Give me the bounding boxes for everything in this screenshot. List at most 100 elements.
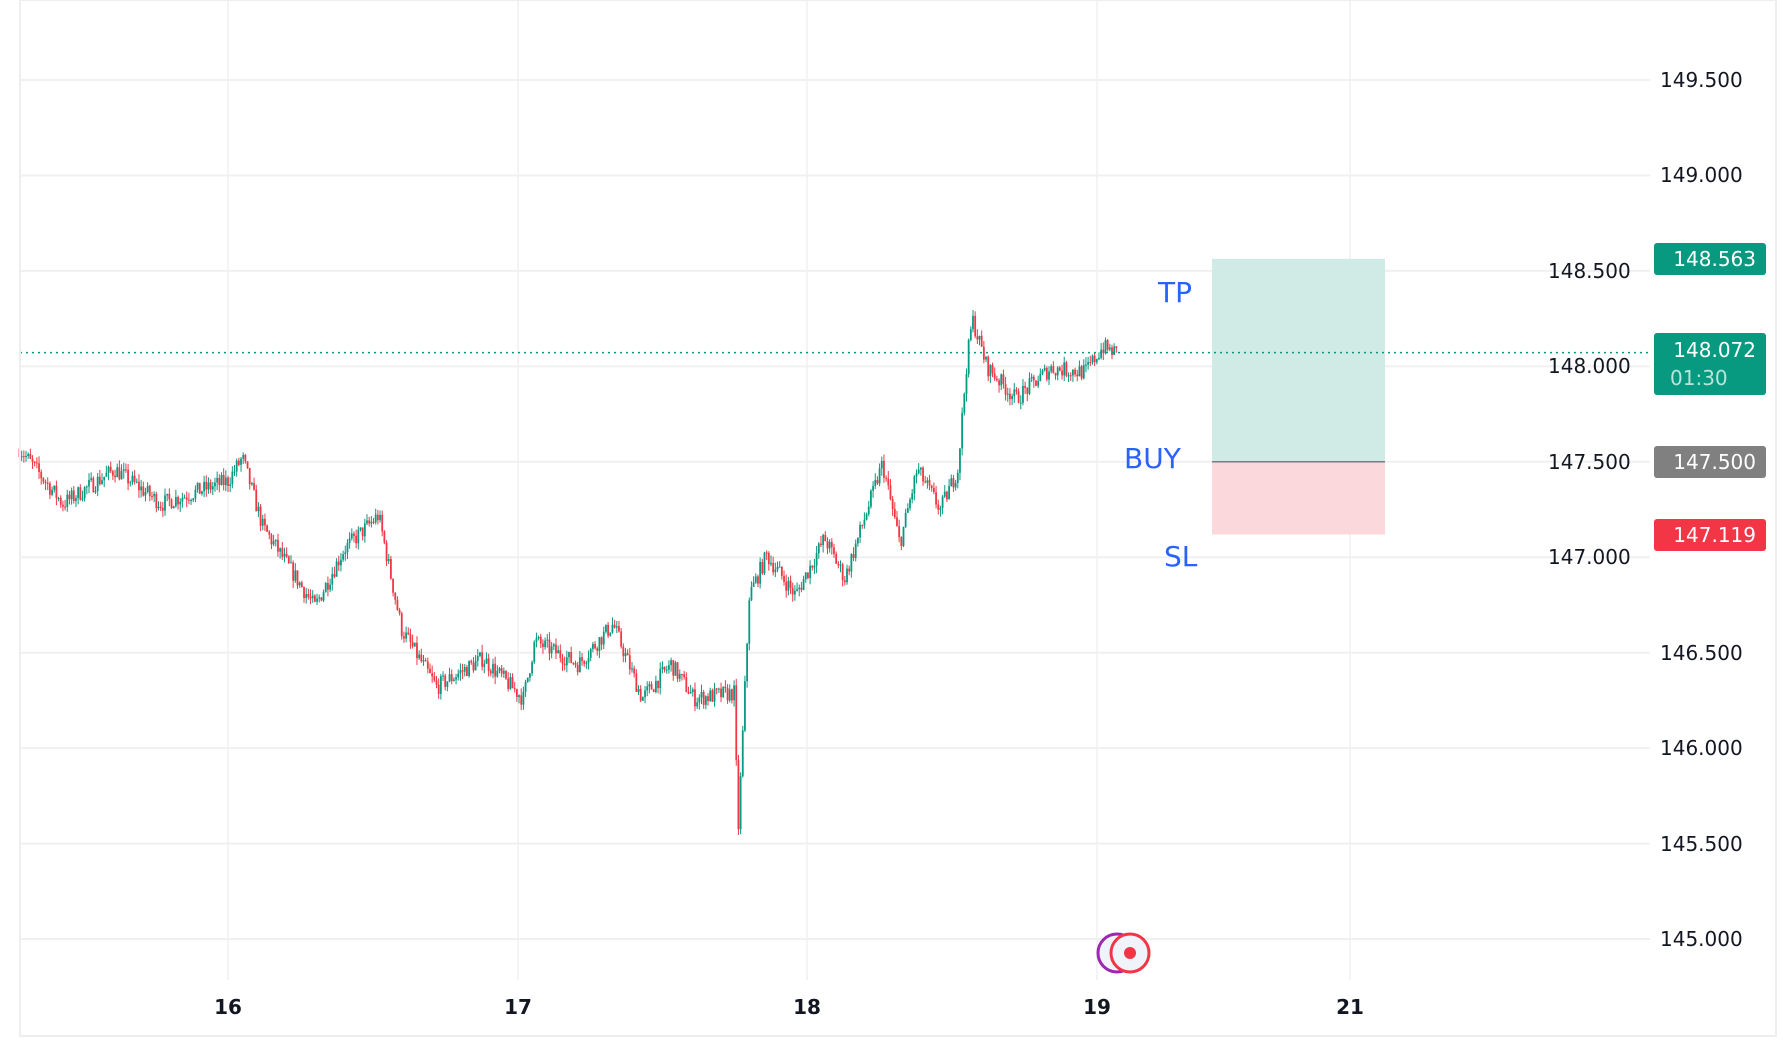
- candle-up: [859, 524, 861, 538]
- candle-down: [253, 483, 255, 490]
- candle-up: [704, 696, 707, 705]
- candle-down: [663, 666, 666, 670]
- candle-down: [707, 696, 709, 702]
- candle-up: [211, 486, 214, 490]
- candle-down: [841, 564, 844, 581]
- candle-down: [548, 639, 551, 654]
- candle-down: [1093, 355, 1096, 363]
- candle-down: [411, 641, 414, 647]
- candle-down: [933, 487, 935, 493]
- candle-up: [418, 654, 421, 659]
- candle-up: [366, 520, 368, 524]
- candle-down: [757, 576, 759, 584]
- candle-up: [965, 374, 968, 394]
- candle-up: [744, 681, 746, 731]
- candle-down: [772, 562, 775, 573]
- candle-down: [431, 673, 434, 677]
- candle-down: [891, 498, 894, 509]
- candle-down: [264, 518, 266, 526]
- candle-up: [207, 482, 210, 490]
- candle-up: [522, 691, 525, 705]
- candle-down: [42, 478, 45, 482]
- candle-down: [46, 482, 49, 484]
- candle-down: [1102, 349, 1105, 354]
- candle-down: [826, 541, 829, 549]
- candle-up: [585, 662, 588, 664]
- candle-up: [374, 514, 377, 523]
- candle-down: [576, 664, 579, 673]
- candle-down: [1076, 374, 1079, 377]
- candle-down: [396, 599, 399, 610]
- event-markers[interactable]: [1096, 932, 1151, 974]
- candle-up: [422, 660, 425, 662]
- candle-up: [174, 497, 177, 507]
- candle-down: [444, 675, 447, 687]
- candle-up: [116, 467, 119, 478]
- price-tick: 145.000: [1660, 927, 1743, 952]
- candle-up: [1048, 371, 1050, 380]
- candle-up: [324, 583, 327, 593]
- candle-up: [796, 589, 798, 591]
- candle-up: [203, 481, 206, 492]
- candle-down: [998, 380, 1000, 386]
- candle-up: [867, 506, 870, 515]
- candle-down: [390, 558, 392, 579]
- candle-down: [555, 644, 557, 654]
- candle-up: [828, 541, 831, 549]
- candle-down: [783, 576, 785, 582]
- candle-up: [342, 554, 345, 560]
- candle-down: [400, 613, 403, 637]
- candle-up: [335, 561, 338, 577]
- candle-up: [25, 456, 27, 458]
- candle-down: [685, 677, 688, 692]
- candle-down: [320, 597, 323, 601]
- candle-up: [192, 498, 195, 501]
- candle-down: [244, 454, 247, 462]
- candle-down: [639, 688, 642, 701]
- price-tick: 146.500: [1660, 640, 1743, 665]
- candle-down: [98, 476, 101, 484]
- candle-up: [129, 482, 132, 484]
- candle-up: [815, 553, 818, 566]
- candle-up: [94, 490, 97, 493]
- candle-down: [930, 485, 933, 488]
- candle-up: [479, 652, 481, 656]
- candle-up: [1041, 370, 1044, 374]
- take-profit-zone[interactable]: [1212, 258, 1385, 462]
- candle-down: [507, 678, 510, 689]
- candle-up: [1072, 369, 1074, 376]
- candle-up: [846, 568, 848, 583]
- candle-up: [179, 501, 182, 505]
- candle-down: [1045, 367, 1048, 380]
- candle-up: [557, 650, 560, 654]
- candle-up: [229, 484, 232, 486]
- candle-up: [331, 574, 334, 585]
- candle-down: [982, 346, 985, 360]
- candle-up: [405, 632, 408, 639]
- candle-up: [452, 679, 455, 681]
- candle-up: [1043, 367, 1046, 371]
- price-tick: 148.500: [1548, 258, 1631, 283]
- candle-up: [967, 339, 970, 375]
- candle-up: [1113, 346, 1116, 356]
- candle-up: [459, 670, 462, 674]
- candle-up: [524, 681, 527, 692]
- candle-up: [839, 564, 842, 566]
- candle-down: [833, 547, 835, 554]
- candle-up: [492, 663, 494, 674]
- candle-up: [665, 669, 668, 671]
- candle-up: [1078, 366, 1081, 377]
- candle-up: [750, 586, 753, 601]
- candle-down: [995, 378, 998, 381]
- candle-up: [66, 494, 69, 507]
- candle-up: [157, 506, 160, 509]
- candle-down: [767, 552, 770, 565]
- candle-down: [583, 660, 586, 664]
- candle-down: [1115, 346, 1118, 349]
- candle-down: [980, 335, 983, 347]
- candle-up: [565, 657, 568, 666]
- stop-loss-zone[interactable]: [1212, 461, 1385, 535]
- candle-up: [164, 495, 166, 511]
- candle-down: [435, 680, 438, 685]
